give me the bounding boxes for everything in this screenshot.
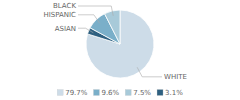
leader-line [78, 15, 100, 24]
legend-label: 9.6% [101, 89, 119, 97]
annotation: HISPANIC [43, 11, 76, 19]
legend-item: 3.1% [157, 89, 183, 97]
legend-swatch [93, 90, 99, 96]
annotation: WHITE [164, 73, 187, 81]
legend-item: 9.6% [93, 89, 119, 97]
legend-item: 79.7% [57, 89, 88, 97]
pie [86, 10, 154, 78]
leader-line [78, 6, 113, 16]
legend-swatch [57, 90, 63, 96]
legend-item: 7.5% [125, 89, 151, 97]
annotation: BLACK [53, 2, 76, 10]
legend-label: 79.7% [65, 89, 88, 97]
annotations: WHITE ASIAN HISPANICBLACK [43, 2, 186, 81]
legend-label: 3.1% [165, 89, 183, 97]
legend-swatch [157, 90, 163, 96]
legend-label: 7.5% [133, 89, 151, 97]
pie-slice [105, 10, 120, 44]
annotation: ASIAN [55, 25, 76, 33]
pie-slice [86, 10, 154, 78]
chart: WHITE ASIAN HISPANICBLACK 79.7% 9.6% 7.5% 3.1% [0, 0, 240, 100]
legend-swatch [125, 90, 131, 96]
legend: 79.7% 9.6% 7.5% 3.1% [57, 89, 183, 97]
leader-line [137, 67, 162, 77]
leader-line [78, 28, 93, 33]
